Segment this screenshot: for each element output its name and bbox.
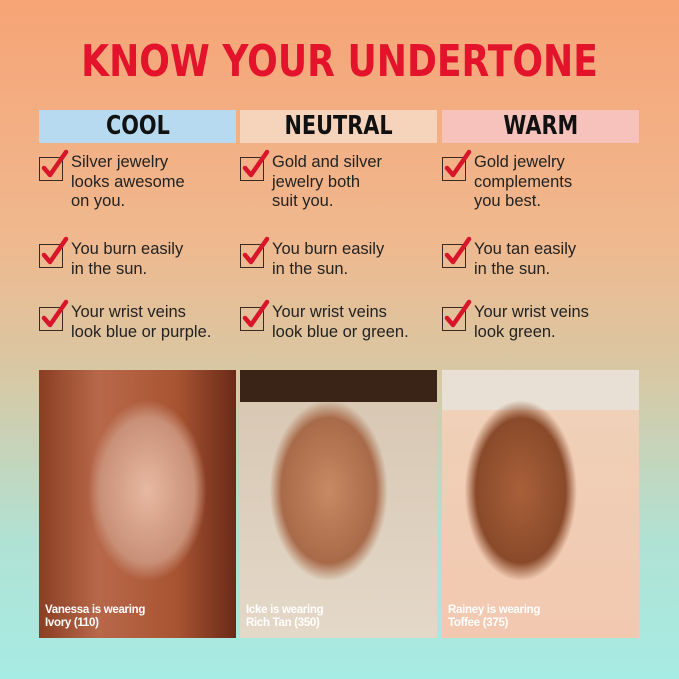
checklist-item: Gold and silver jewelry both suit you. [240,149,440,212]
checklist-text: Your wrist veins look green. [474,303,589,341]
checklist-text: Silver jewelry looks awesome on you. [71,153,185,210]
checklist-item: Your wrist veins look blue or green. [240,299,440,342]
checked-checkbox-icon [39,299,69,331]
model-photo-neutral: Icke is wearing Rich Tan (350) [240,370,437,638]
checked-checkbox-icon [240,149,270,181]
checklist-item: You tan easily in the sun. [442,236,642,279]
column-header-neutral: NEUTRAL [240,110,437,143]
checklist-item: Gold jewelry complements you best. [442,149,642,212]
page-title: KNOW YOUR UNDERTONE [81,36,598,87]
photo-caption: Icke is wearing Rich Tan (350) [246,604,324,629]
checked-checkbox-icon [240,299,270,331]
checked-checkbox-icon [442,299,472,331]
column-header-warm: WARM [442,110,639,143]
checklist-item: You burn easily in the sun. [240,236,440,279]
checklist-text: You burn easily in the sun. [272,240,385,278]
photo-caption: Rainey is wearing Toffee (375) [448,604,541,629]
checklist-text: Your wrist veins look blue or purple. [71,303,212,341]
checklist-text: Gold and silver jewelry both suit you. [272,153,383,210]
checklist-text: Your wrist veins look blue or green. [272,303,409,341]
checklist-item: Your wrist veins look green. [442,299,642,342]
column-cool: COOL [39,110,236,143]
checked-checkbox-icon [442,149,472,181]
checklist-text: You tan easily in the sun. [474,240,577,278]
checklist-text: Gold jewelry complements you best. [474,153,573,210]
checklist-item: You burn easily in the sun. [39,236,239,279]
checklist-text: You burn easily in the sun. [71,240,184,278]
column-header-cool: COOL [39,110,236,143]
checklist-item: Your wrist veins look blue or purple. [39,299,239,342]
model-photo-cool: Vanessa is wearing Ivory (110) [39,370,236,638]
model-photo-warm: Rainey is wearing Toffee (375) [442,370,639,638]
checked-checkbox-icon [442,236,472,268]
checked-checkbox-icon [39,149,69,181]
checked-checkbox-icon [240,236,270,268]
column-warm: WARM [442,110,639,143]
column-neutral: NEUTRAL [240,110,437,143]
checked-checkbox-icon [39,236,69,268]
checklist-item: Silver jewelry looks awesome on you. [39,149,239,212]
photo-caption: Vanessa is wearing Ivory (110) [45,604,146,629]
